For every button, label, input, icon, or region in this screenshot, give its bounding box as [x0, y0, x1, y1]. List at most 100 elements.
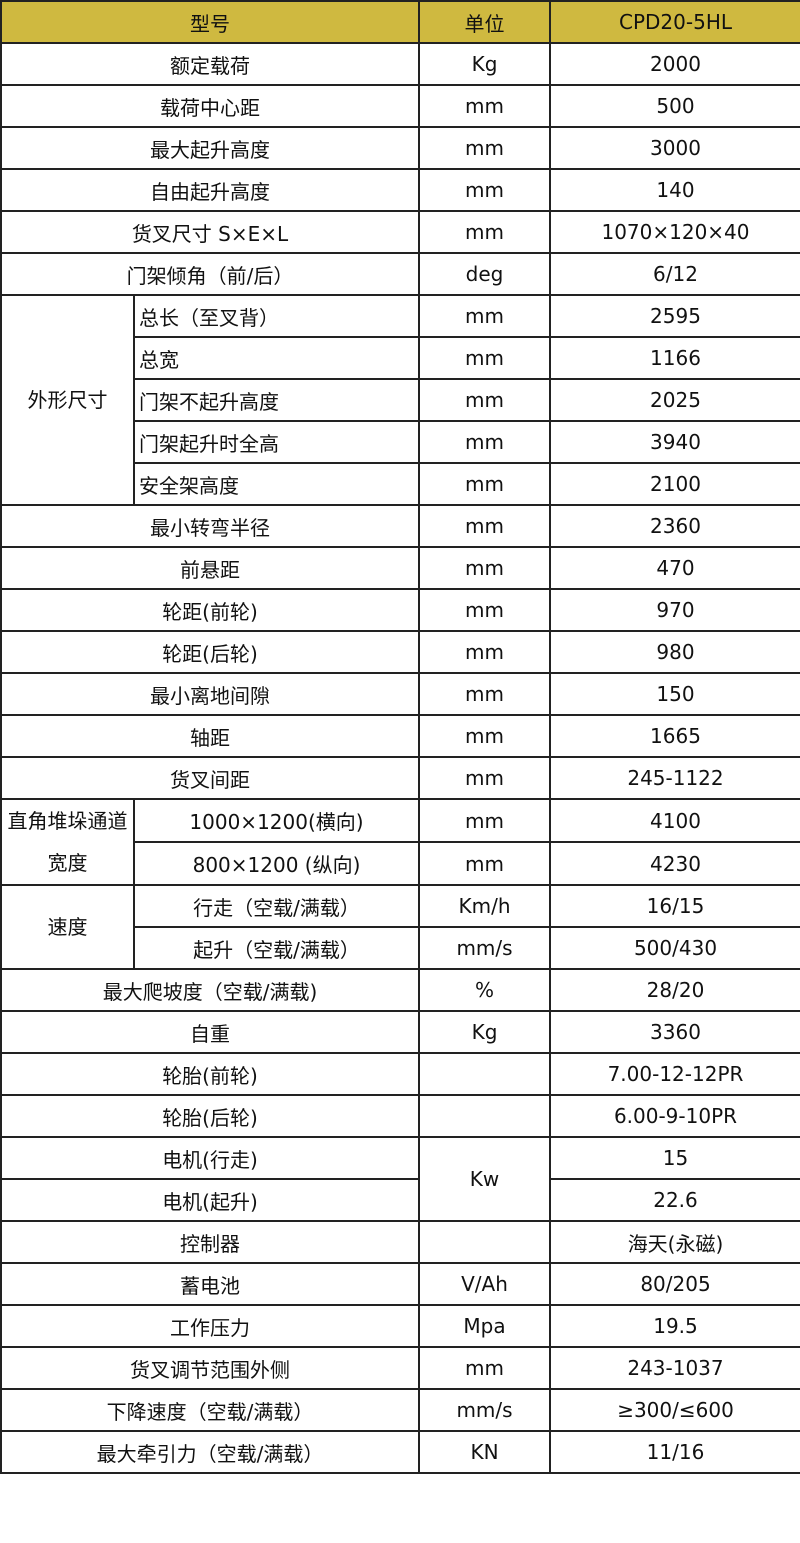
- table-row: 前悬距 mm 470: [0, 546, 800, 590]
- row-value: 140: [549, 168, 800, 212]
- row-value: 970: [549, 588, 800, 632]
- table-row: 电机(起升) 22.6: [0, 1178, 800, 1222]
- table-row: 最小转弯半径 mm 2360: [0, 504, 800, 548]
- row-value: 2025: [549, 378, 800, 422]
- row-value: 2595: [549, 294, 800, 338]
- row-unit: %: [418, 968, 551, 1012]
- row-unit: mm: [418, 841, 551, 886]
- row-unit: mm: [418, 1346, 551, 1390]
- table-row: 速度 行走（空载/满载） Km/h 16/15: [0, 884, 800, 970]
- table-row: 最小离地间隙 mm 150: [0, 672, 800, 716]
- row-unit: mm: [418, 168, 551, 212]
- row-unit: mm: [418, 672, 551, 716]
- row-value: 980: [549, 630, 800, 674]
- row-unit: mm: [418, 798, 551, 843]
- row-label: 最大牵引力（空载/满载）: [0, 1430, 420, 1474]
- row-unit: mm: [418, 462, 551, 506]
- group-label: 外形尺寸: [0, 294, 135, 506]
- table-row: 外形尺寸 总长（至叉背） mm 2595: [0, 294, 800, 506]
- row-unit: mm: [418, 336, 551, 380]
- spec-table: 型号 单位 CPD20-5HL 额定载荷 Kg 2000 载荷中心距 mm 500 最大起升…: [0, 0, 800, 1474]
- row-label: 前悬距: [0, 546, 420, 590]
- header-unit: 单位: [418, 0, 551, 44]
- row-label: 轮距(前轮): [0, 588, 420, 632]
- table-row: 安全架高度 mm 2100: [1, 462, 800, 506]
- row-unit: mm: [418, 378, 551, 422]
- table-row: 工作压力 Mpa 19.5: [0, 1304, 800, 1348]
- table-row: 总宽 mm 1166: [1, 336, 800, 380]
- header-model: 型号: [0, 0, 420, 44]
- row-unit: deg: [418, 252, 551, 296]
- row-unit: V/Ah: [418, 1262, 551, 1306]
- table-row: 下降速度（空载/满载） mm/s ≥300/≤600: [0, 1388, 800, 1432]
- table-row: 控制器 海天(永磁): [0, 1220, 800, 1264]
- row-label: 工作压力: [0, 1304, 420, 1348]
- table-row: 门架不起升高度 mm 2025: [1, 378, 800, 422]
- row-label: 电机(起升): [0, 1178, 420, 1222]
- row-label: 下降速度（空载/满载）: [0, 1388, 420, 1432]
- row-label: 最小转弯半径: [0, 504, 420, 548]
- header-value: CPD20-5HL: [549, 0, 800, 44]
- row-label: 电机(行走): [0, 1136, 420, 1180]
- row-value: 海天(永磁): [549, 1220, 800, 1264]
- row-label: 总长（至叉背）: [133, 294, 420, 338]
- row-label: 总宽: [133, 336, 420, 380]
- row-label: 货叉间距: [0, 756, 420, 800]
- row-label: 门架不起升高度: [133, 378, 420, 422]
- row-value: 1166: [549, 336, 800, 380]
- row-label: 门架起升时全高: [133, 420, 420, 464]
- row-unit: mm/s: [418, 926, 551, 970]
- table-row: 轮距(前轮) mm 970: [0, 588, 800, 632]
- header-row: 型号 单位 CPD20-5HL: [0, 0, 800, 44]
- row-unit: [418, 1220, 551, 1264]
- table-row: 800×1200 (纵向) mm 4230: [1, 841, 800, 886]
- row-unit: [418, 1094, 551, 1138]
- row-value: 3940: [549, 420, 800, 464]
- row-label: 最小离地间隙: [0, 672, 420, 716]
- row-value: 243-1037: [549, 1346, 800, 1390]
- row-value: 6.00-9-10PR: [549, 1094, 800, 1138]
- row-value: ≥300/≤600: [549, 1388, 800, 1432]
- row-unit: mm: [418, 588, 551, 632]
- row-unit: mm: [418, 210, 551, 254]
- row-value: 1665: [549, 714, 800, 758]
- row-label: 轮胎(后轮): [0, 1094, 420, 1138]
- row-unit: Kg: [418, 42, 551, 86]
- row-value: 28/20: [549, 968, 800, 1012]
- row-value: 80/205: [549, 1262, 800, 1306]
- row-value: 150: [549, 672, 800, 716]
- table-row: 蓄电池 V/Ah 80/205: [0, 1262, 800, 1306]
- row-value: 4230: [549, 841, 800, 886]
- row-value: 11/16: [549, 1430, 800, 1474]
- group-label: 速度: [0, 884, 135, 970]
- table-row: 自由起升高度 mm 140: [0, 168, 800, 212]
- row-value: 3360: [549, 1010, 800, 1054]
- table-row: 起升（空载/满载） mm/s 500/430: [1, 926, 800, 970]
- row-value: 19.5: [549, 1304, 800, 1348]
- row-label: 门架倾角（前/后）: [0, 252, 420, 296]
- table-row: 载荷中心距 mm 500: [0, 84, 800, 128]
- row-label: 最大起升高度: [0, 126, 420, 170]
- table-row: 轴距 mm 1665: [0, 714, 800, 758]
- table-row: 门架倾角（前/后） deg 6/12: [0, 252, 800, 296]
- row-label: 1000×1200(横向): [133, 798, 420, 843]
- row-unit: Km/h: [418, 884, 551, 928]
- row-unit: mm/s: [418, 1388, 551, 1432]
- row-label: 最大爬坡度（空载/满载): [0, 968, 420, 1012]
- table-row: 轮距(后轮) mm 980: [0, 630, 800, 674]
- row-unit: mm: [418, 714, 551, 758]
- row-unit: Mpa: [418, 1304, 551, 1348]
- row-value: 245-1122: [549, 756, 800, 800]
- row-unit: mm: [418, 294, 551, 338]
- table-row: 最大起升高度 mm 3000: [0, 126, 800, 170]
- row-value: 470: [549, 546, 800, 590]
- row-value: 6/12: [549, 252, 800, 296]
- row-unit: mm: [418, 126, 551, 170]
- row-value: 22.6: [549, 1178, 800, 1222]
- row-unit: KN: [418, 1430, 551, 1474]
- row-label: 起升（空载/满载）: [133, 926, 420, 970]
- row-unit: mm: [418, 504, 551, 548]
- table-row: 轮胎(前轮) 7.00-12-12PR: [0, 1052, 800, 1096]
- row-unit: mm: [418, 84, 551, 128]
- table-row: 最大牵引力（空载/满载） KN 11/16: [0, 1430, 800, 1474]
